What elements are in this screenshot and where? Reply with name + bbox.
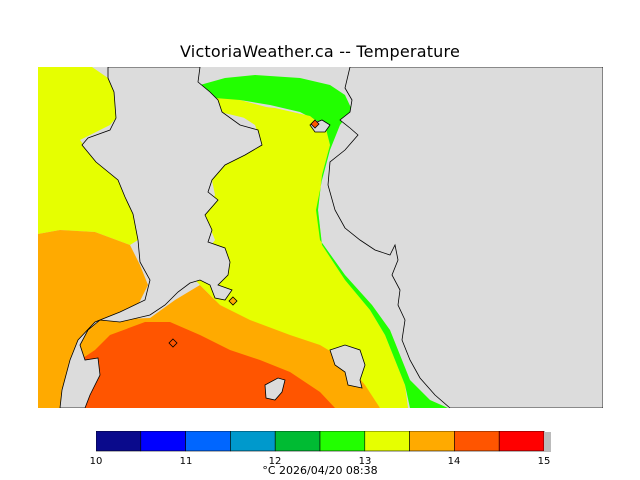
legend-bin — [409, 431, 455, 452]
temp-zone-125 — [200, 75, 448, 408]
legend-bin — [274, 431, 321, 452]
land-east — [327, 67, 603, 408]
station-marker — [310, 119, 320, 129]
page-title: VictoriaWeather.ca -- Temperature — [180, 42, 460, 61]
legend-bin — [454, 431, 500, 452]
legend-shadow — [544, 432, 551, 452]
legend-tick: 11 — [180, 456, 193, 467]
legend-tick: 14 — [448, 456, 461, 467]
legend-bin — [185, 431, 231, 452]
timestamp-caption: °C 2026/04/20 08:38 — [262, 464, 378, 477]
legend-tick: 10 — [90, 456, 103, 467]
island — [329, 344, 366, 389]
island — [264, 377, 286, 401]
legend-tick: 15 — [538, 456, 551, 467]
legend-tick: 13 — [359, 456, 372, 467]
station-marker — [168, 338, 178, 348]
temperature-map — [38, 67, 603, 408]
legend-bin — [230, 431, 276, 452]
temp-zone-13c — [210, 100, 325, 140]
legend-bin — [140, 431, 186, 452]
legend-bin — [498, 431, 545, 452]
legend-ticks: 10 11 12 13 14 15 — [90, 456, 551, 467]
legend-bin — [96, 431, 142, 452]
temp-zone-14 — [38, 230, 148, 408]
temp-zone-13 — [38, 67, 138, 245]
color-legend — [96, 431, 551, 452]
legend-tick: 12 — [269, 456, 282, 467]
temp-zone-13b — [185, 90, 408, 408]
station-marker — [228, 296, 238, 306]
land-peninsula — [59, 67, 263, 408]
legend-bin — [364, 431, 410, 452]
legend-bin — [319, 431, 366, 452]
